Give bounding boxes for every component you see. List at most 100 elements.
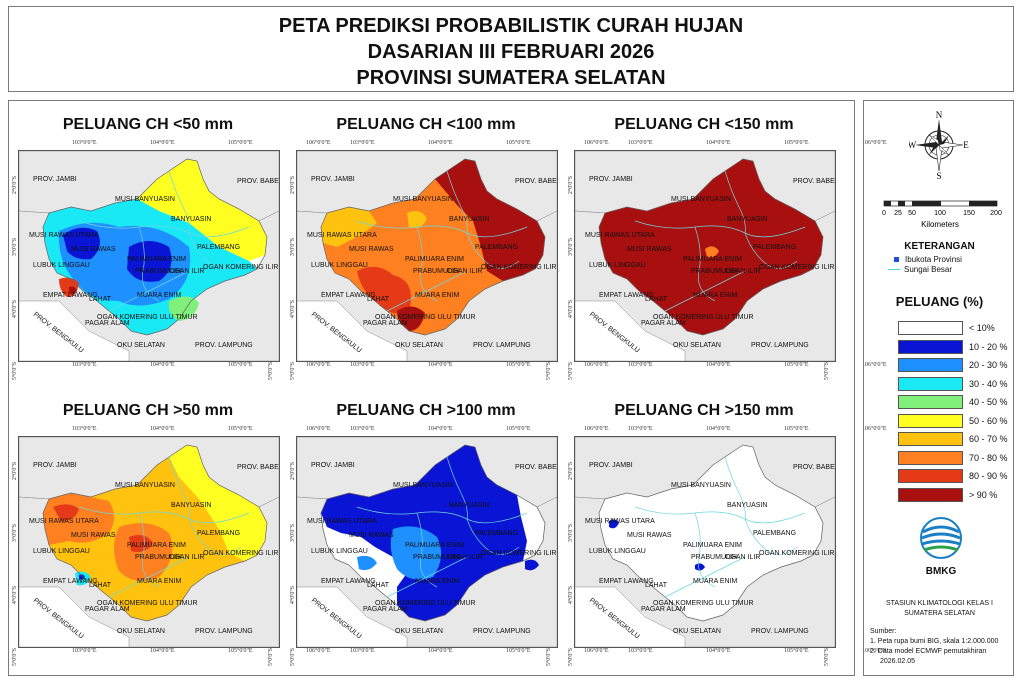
probability-zone <box>609 519 619 529</box>
legend-swatch <box>898 469 963 483</box>
sea-area <box>575 586 686 647</box>
place-label-musi-rawas: MUSI RAWAS <box>71 532 116 539</box>
place-label-lubuk-linggau: LUBUK LINGGAU <box>311 548 368 555</box>
place-label-ogan-ilir: OGAN ILIR <box>447 554 482 561</box>
legend-class-label: 10 - 20 % <box>969 341 1008 352</box>
place-label-muara-enim: MUARA ENIM <box>415 578 460 585</box>
place-label-oku-selatan: OKU SELATAN <box>673 342 721 349</box>
place-label-banyuasin: BANYUASIN <box>171 216 211 223</box>
place-label-musi-banyuasin: MUSI BANYUASIN <box>671 482 731 489</box>
river-line <box>664 556 746 598</box>
source-item-1: 1. Peta rupa bumi BIG, skala 1:2.000.000 <box>870 638 999 645</box>
province-boundary <box>42 158 268 336</box>
lon-tick-label: 104°0'0"E <box>150 648 175 654</box>
place-label-muara-enim: MUARA ENIM <box>137 292 182 299</box>
place-label-muara-enim: MUARA ENIM <box>415 292 460 299</box>
probability-zone <box>435 159 545 281</box>
bmkg-logo-text: BMKG <box>926 566 957 577</box>
probability-map: PROV. JAMBI PROV. BABEL MUSI BANYUASIN BANY… <box>574 150 836 362</box>
place-label-prabumulih: PRABUMULIH <box>135 268 181 275</box>
place-label-prov-babel: PROV. BABEL <box>515 464 557 471</box>
river-line <box>446 456 468 520</box>
place-label-oku-selatan: OKU SELATAN <box>395 342 443 349</box>
river-line <box>416 226 438 302</box>
place-label-ogan-komering-ulu-timur: OGAN KOMERING ULU TIMUR <box>375 314 476 321</box>
probability-zone <box>129 535 153 552</box>
lon-tick-label: 103°0'0"E <box>628 362 653 368</box>
river-line <box>188 518 242 555</box>
river-line <box>108 556 190 598</box>
lat-tick-label: 5°0'0"S <box>824 647 831 667</box>
place-label-banyuasin: BANYUASIN <box>727 216 767 223</box>
probability-zone <box>695 563 705 571</box>
place-label-ogan-komering-ilir: OGAN KOMERING ILIR <box>759 264 834 271</box>
legend-capital-label: Ibukota Provinsi <box>905 255 962 264</box>
place-label-ogan-ilir: OGAN ILIR <box>169 268 204 275</box>
probability-map: PROV. JAMBI PROV. BABEL MUSI BANYUASIN BANY… <box>296 150 558 362</box>
source-item-2-date: 2026.02.05 <box>880 658 916 665</box>
lon-tick-label: 105°0'0"E <box>506 426 531 432</box>
river-line <box>724 170 746 234</box>
place-label-ogan-ilir: OGAN ILIR <box>725 268 760 275</box>
place-label-ogan-komering-ulu-timur: OGAN KOMERING ULU TIMUR <box>653 600 754 607</box>
place-label-empat-lawang: EMPAT LAWANG <box>43 292 98 299</box>
lon-tick-label: 104°0'0"E <box>706 362 731 368</box>
lon-tick-label: 103°0'0"E <box>72 362 97 368</box>
lat-tick-label: 5°0'0"S <box>546 647 553 667</box>
place-label-prov-lampung: PROV. LAMPUNG <box>751 342 809 349</box>
lon-tick-label: 103°0'0"E <box>350 140 375 146</box>
place-label-lahat: LAHAT <box>89 582 112 589</box>
legend-class-row: < 10% <box>898 321 995 335</box>
lon-tick-label: 103°0'0"E <box>72 140 97 146</box>
river-line <box>138 512 160 588</box>
compass-e: E <box>963 140 969 150</box>
place-label-palimuara-enim: PALIMUARA ENIM <box>405 256 464 263</box>
place-label-lahat: LAHAT <box>645 296 668 303</box>
legend-capital-item: Ibukota Provinsi <box>894 255 1015 264</box>
lat-tick-label: 5°0'0"S <box>12 647 19 667</box>
probability-zone <box>407 211 427 228</box>
lon-tick-label: 104°0'0"E <box>428 140 453 146</box>
legend-swatch <box>898 413 963 428</box>
sea-area <box>575 300 686 361</box>
place-label-muara-enim: MUARA ENIM <box>137 578 182 585</box>
legend-class-row: 50 - 60 % <box>898 413 1008 428</box>
river-line <box>416 512 438 588</box>
sea-area <box>19 300 130 361</box>
lon-tick-label: 105°0'0"E <box>228 648 253 654</box>
legend-class-row: 20 - 30 % <box>898 358 1008 372</box>
province-boundary <box>598 158 824 336</box>
place-label-oku-selatan: OKU SELATAN <box>395 628 443 635</box>
place-label-banyuasin: BANYUASIN <box>171 502 211 509</box>
place-label-banyuasin: BANYUASIN <box>727 502 767 509</box>
lat-tick-label: 5°0'0"S <box>546 361 553 381</box>
place-label-ogan-ilir: OGAN ILIR <box>169 554 204 561</box>
scale-tick-1: 25 <box>894 210 902 217</box>
place-label-musi-rawas-utara: MUSI RAWAS UTARA <box>29 232 99 239</box>
legend-river-item: Sungai Besar <box>888 265 1015 274</box>
place-label-ogan-komering-ulu-timur: OGAN KOMERING ULU TIMUR <box>375 600 476 607</box>
place-label-prov-lampung: PROV. LAMPUNG <box>195 342 253 349</box>
sources-heading: Sumber: <box>870 628 897 635</box>
map-title-line1: PETA PREDIKSI PROBABILISTIK CURAH HUJAN <box>278 15 744 37</box>
place-label-musi-rawas: MUSI RAWAS <box>349 246 394 253</box>
place-label-musi-rawas-utara: MUSI RAWAS UTARA <box>307 232 377 239</box>
station-name: STASIUN KLIMATOLOGI KELAS I SUMATERA SEL… <box>864 599 1015 619</box>
legend-class-row: 10 - 20 % <box>898 339 1008 354</box>
place-label-prov-babel: PROV. BABEL <box>515 178 557 185</box>
probability-zone <box>169 445 267 561</box>
scale-tick-2: 50 <box>908 210 916 217</box>
lon-tick-label: 104°0'0"E <box>428 426 453 432</box>
title-box: PETA PREDIKSI PROBABILISTIK CURAH HUJAN … <box>8 6 1014 92</box>
lon-tick-label: 106°0'0"E <box>306 140 331 146</box>
lat-tick-label: 5°0'0"S <box>290 647 297 667</box>
river-line <box>664 270 746 312</box>
legend-class-label: 30 - 40 % <box>969 378 1008 389</box>
place-label-prov-babel: PROV. BABEL <box>793 464 835 471</box>
province-boundary <box>598 444 824 622</box>
province-boundary <box>42 444 268 622</box>
lon-tick-label: 104°0'0"E <box>428 648 453 654</box>
place-label-pagar-alam: PAGAR ALAM <box>85 606 130 613</box>
lon-tick-label: 106°0'0"E <box>584 648 609 654</box>
sources-block: Sumber: 1. Peta rupa bumi BIG, skala 1:2… <box>870 627 1013 667</box>
